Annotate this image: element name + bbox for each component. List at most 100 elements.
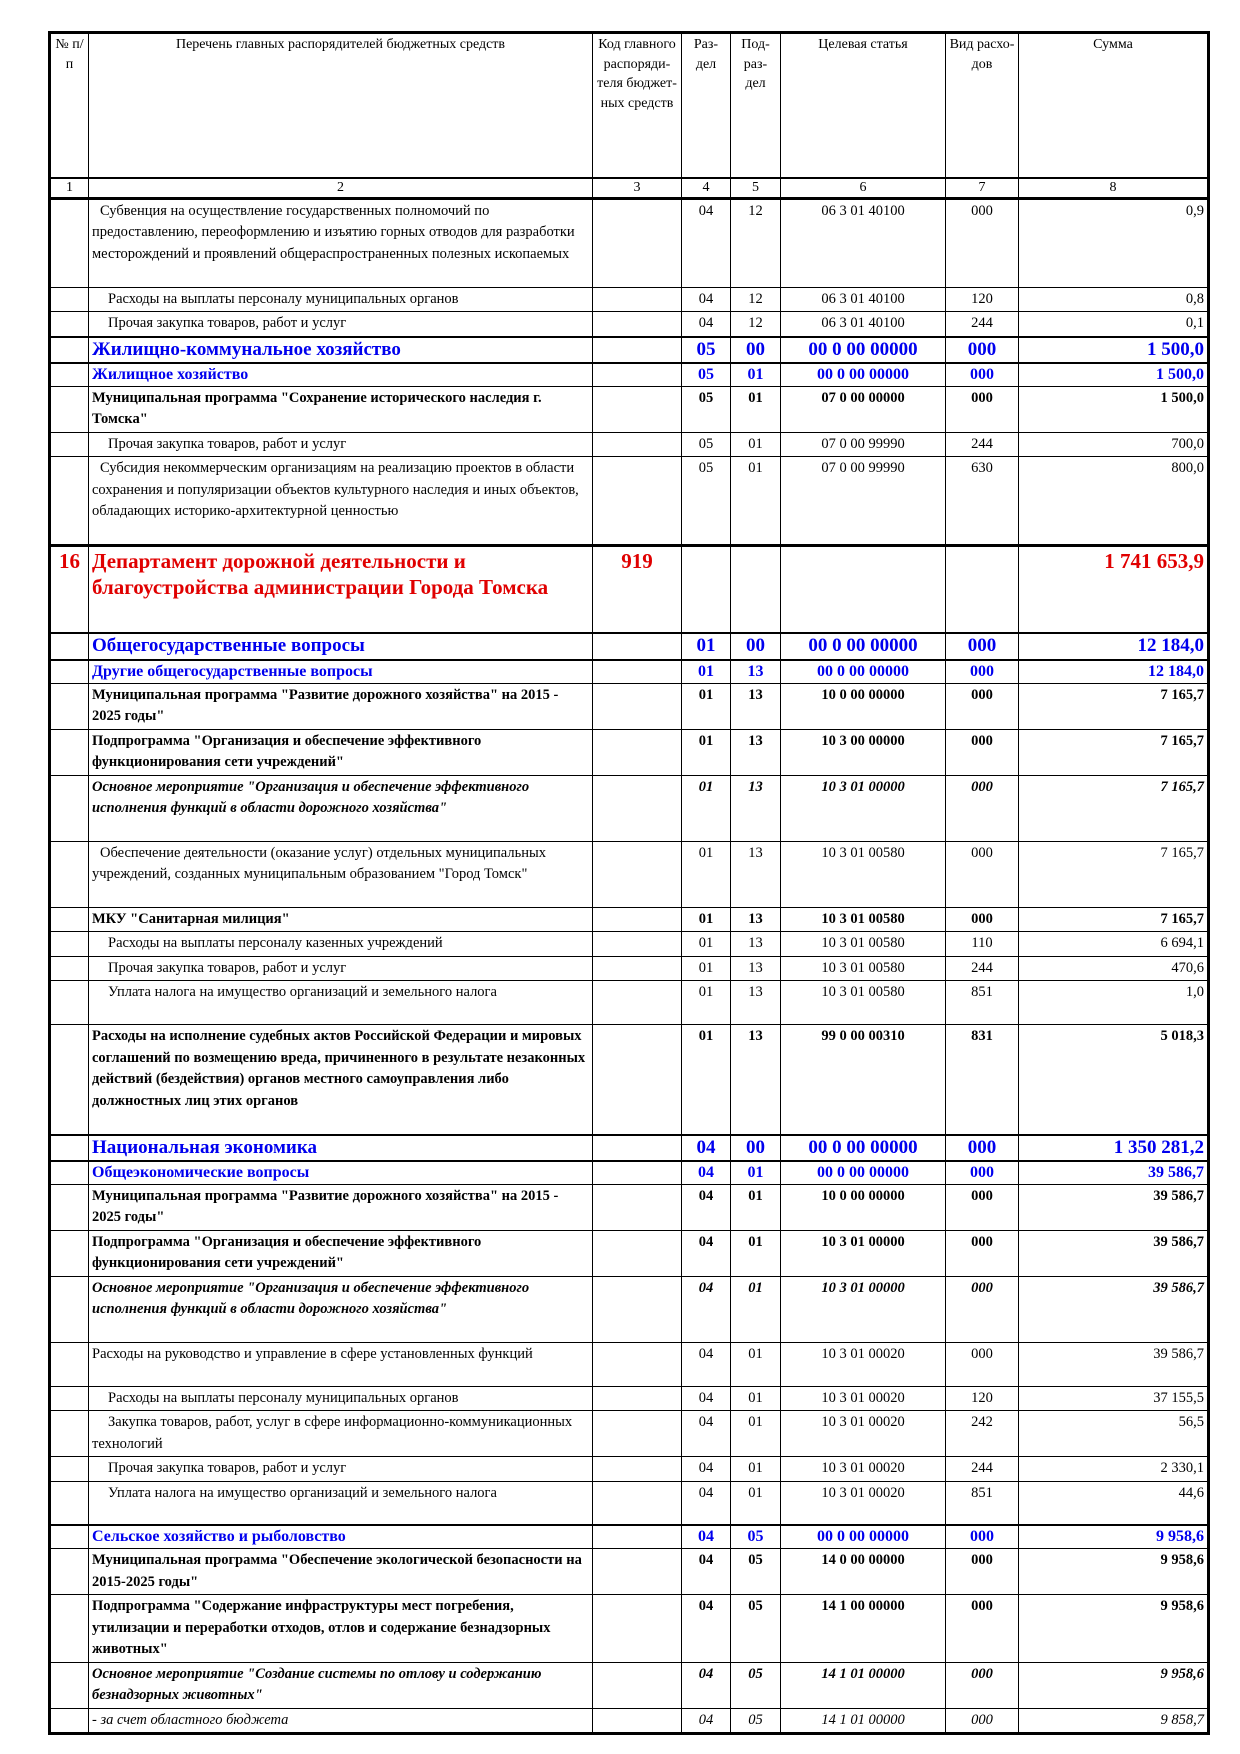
row-code (592, 1480, 682, 1526)
row-statya: 10 3 01 00000 (780, 1275, 946, 1343)
row-number (49, 311, 89, 337)
row-number (49, 1707, 89, 1734)
row-code (592, 1594, 682, 1663)
row-summa: 1 350 281,2 (1018, 1133, 1209, 1161)
row-name: Муниципальная программа "Развитие дорожн… (88, 1183, 593, 1231)
table-row: Прочая закупка товаров, работ и услуг 01 1… (49, 955, 1209, 981)
row-podrazdel: 13 (730, 980, 781, 1025)
row-summa: 1 741 653,9 (1018, 544, 1209, 634)
row-number (49, 1548, 89, 1595)
col-number: 5 (730, 177, 781, 200)
table-row: Другие общегосударственные вопросы 01 13 00… (49, 658, 1209, 684)
row-name: Уплата налога на имущество организаций и… (88, 1480, 593, 1526)
row-name: МКУ "Санитарная милиция" (88, 906, 593, 932)
row-statya: 99 0 00 00310 (780, 1024, 946, 1135)
row-code (592, 1548, 682, 1595)
row-name: Подпрограмма "Содержание инфраструктуры … (88, 1594, 593, 1663)
row-podrazdel: 01 (730, 1385, 781, 1411)
row-statya: 00 0 00 00000 (780, 335, 946, 363)
row-summa: 0,9 (1018, 197, 1209, 288)
row-code (592, 931, 682, 957)
row-name: Основное мероприятие "Создание системы п… (88, 1661, 593, 1709)
row-razdel: 04 (681, 1456, 731, 1482)
row-number (49, 1341, 89, 1387)
row-razdel: 05 (681, 385, 731, 433)
col-number: 4 (681, 177, 731, 200)
row-statya: 06 3 01 40100 (780, 197, 946, 288)
row-statya: 10 3 01 00580 (780, 840, 946, 908)
row-code (592, 1707, 682, 1734)
table-row: Общегосударственные вопросы 01 00 00 0 00 0… (49, 631, 1209, 660)
row-vid: 000 (945, 728, 1019, 776)
row-name: Национальная экономика (88, 1133, 593, 1161)
row-summa: 39 586,7 (1018, 1159, 1209, 1185)
row-podrazdel: 12 (730, 311, 781, 337)
row-razdel: 04 (681, 1524, 731, 1549)
row-statya: 00 0 00 00000 (780, 361, 946, 387)
col-header-number: № п/п (49, 32, 89, 179)
row-number (49, 361, 89, 387)
row-summa: 7 165,7 (1018, 728, 1209, 776)
row-statya: 10 3 01 00000 (780, 1229, 946, 1277)
table-row: - за счет областного бюджета 04 05 14 1 01 … (49, 1707, 1209, 1734)
row-vid: 000 (945, 1548, 1019, 1595)
row-podrazdel: 13 (730, 955, 781, 981)
row-summa: 0,1 (1018, 311, 1209, 337)
row-razdel: 01 (681, 1024, 731, 1135)
row-code (592, 658, 682, 684)
row-number (49, 1385, 89, 1411)
row-code (592, 431, 682, 457)
row-vid: 000 (945, 335, 1019, 363)
row-code (592, 840, 682, 908)
row-summa: 39 586,7 (1018, 1229, 1209, 1277)
table-row: Сельское хозяйство и рыболовство 04 05 00 0… (49, 1524, 1209, 1549)
row-razdel: 01 (681, 728, 731, 776)
row-name: Основное мероприятие "Организация и обес… (88, 1275, 593, 1343)
row-podrazdel: 13 (730, 774, 781, 842)
row-code: 919 (592, 544, 682, 634)
row-number (49, 631, 89, 660)
row-statya: 14 1 01 00000 (780, 1661, 946, 1709)
row-vid: 000 (945, 361, 1019, 387)
row-vid: 110 (945, 931, 1019, 957)
row-summa: 9 958,6 (1018, 1594, 1209, 1663)
table-row: Подпрограмма "Организация и обеспечение … (49, 1229, 1209, 1277)
row-vid: 000 (945, 1159, 1019, 1185)
row-number (49, 1024, 89, 1135)
row-vid: 630 (945, 456, 1019, 546)
row-number (49, 840, 89, 908)
row-number (49, 385, 89, 433)
row-podrazdel: 13 (730, 840, 781, 908)
row-number (49, 1183, 89, 1231)
row-vid: 851 (945, 1480, 1019, 1526)
row-razdel: 01 (681, 931, 731, 957)
row-podrazdel: 13 (730, 1024, 781, 1135)
row-number (49, 906, 89, 932)
row-vid: 851 (945, 980, 1019, 1025)
table-row: Общеэкономические вопросы 04 01 00 0 00 000… (49, 1159, 1209, 1185)
row-summa: 800,0 (1018, 456, 1209, 546)
table-row: МКУ "Санитарная милиция" 01 13 10 3 01 0058… (49, 906, 1209, 932)
row-number (49, 431, 89, 457)
row-podrazdel: 00 (730, 1133, 781, 1161)
row-summa: 39 586,7 (1018, 1183, 1209, 1231)
row-vid: 000 (945, 840, 1019, 908)
row-code (592, 1661, 682, 1709)
row-number (49, 980, 89, 1025)
row-podrazdel: 01 (730, 1480, 781, 1526)
row-summa: 44,6 (1018, 1480, 1209, 1526)
row-summa: 700,0 (1018, 431, 1209, 457)
row-podrazdel: 05 (730, 1524, 781, 1549)
row-razdel: 04 (681, 1480, 731, 1526)
row-summa: 2 330,1 (1018, 1456, 1209, 1482)
col-number: 6 (780, 177, 946, 200)
row-vid: 831 (945, 1024, 1019, 1135)
row-vid: 000 (945, 1183, 1019, 1231)
row-number (49, 1275, 89, 1343)
row-razdel: 05 (681, 335, 731, 363)
row-podrazdel: 05 (730, 1707, 781, 1734)
row-vid: 120 (945, 1385, 1019, 1411)
row-podrazdel: 05 (730, 1594, 781, 1663)
table-row: Уплата налога на имущество организаций и… (49, 980, 1209, 1025)
row-podrazdel: 05 (730, 1548, 781, 1595)
